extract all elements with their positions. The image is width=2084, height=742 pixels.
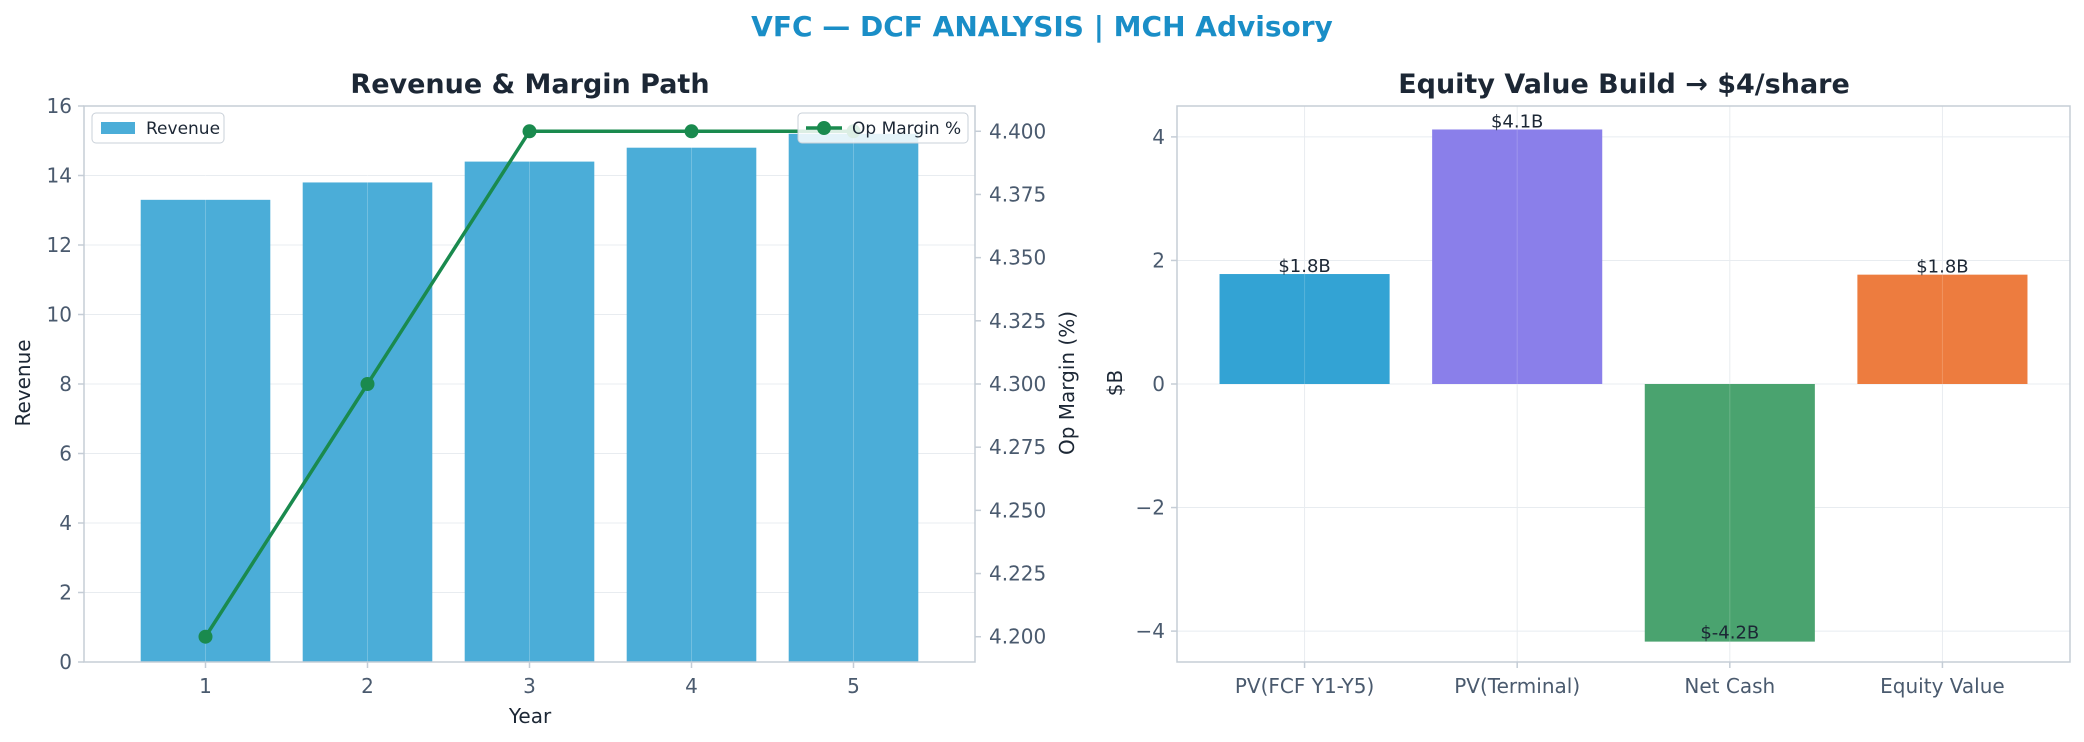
chart1-title: Revenue & Margin Path: [350, 69, 709, 100]
equity-bar: [1219, 274, 1390, 384]
chart1-xtick-label: 1: [199, 674, 212, 698]
chart1-ytick-label: 16: [47, 94, 72, 118]
legend-op-margin-label: Op Margin %: [852, 119, 961, 139]
chart1-ytick-label: 14: [47, 164, 72, 188]
revenue-bar: [626, 147, 757, 662]
chart1-ytick-label: 10: [47, 303, 72, 327]
legend-op-margin: Op Margin %: [797, 112, 969, 144]
equity-bar: [1857, 274, 2028, 384]
chart2-ytick-label: −4: [1136, 619, 1165, 643]
chart1-xtick-label: 3: [523, 674, 536, 698]
chart1-xtick-label: 5: [847, 674, 860, 698]
legend-revenue: Revenue: [91, 112, 225, 144]
op-margin-point: [360, 377, 375, 391]
chart1-ylabel: Revenue: [11, 339, 35, 426]
revenue-bar: [140, 199, 271, 662]
legend-revenue-swatch: [101, 122, 135, 134]
chart1-y2tick-label: 4.275: [989, 435, 1046, 459]
chart1-ytick-label: 4: [59, 511, 72, 535]
chart2-title: Equity Value Build → $4/share: [1398, 69, 1850, 100]
chart1-y2tick-label: 4.250: [989, 498, 1046, 522]
chart1-xlabel: Year: [508, 704, 552, 728]
legend-revenue-label: Revenue: [146, 119, 220, 139]
op-margin-point: [198, 629, 213, 644]
chart1-ytick-label: 8: [59, 372, 72, 396]
equity-bar-label: $4.1B: [1491, 111, 1543, 132]
chart1-y2tick-label: 4.225: [989, 562, 1046, 586]
chart2-ytick-label: 4: [1152, 125, 1165, 149]
equity-bar: [1644, 384, 1815, 642]
figure-title: VFC — DCF ANALYSIS | MCH Advisory: [751, 10, 1333, 43]
chart1-y2tick-label: 4.375: [989, 182, 1046, 206]
equity-bar-label: $1.8B: [1916, 257, 1968, 278]
chart1-ytick-label: 2: [59, 581, 72, 605]
chart2-xtick-label: PV(FCF Y1-Y5): [1235, 674, 1374, 698]
chart2-xtick-label: Net Cash: [1684, 674, 1775, 698]
chart1-ytick-label: 6: [59, 442, 72, 466]
chart1-y2tick-label: 4.325: [989, 309, 1046, 333]
op-margin-point: [522, 124, 537, 139]
chart1-y2tick-label: 4.300: [989, 372, 1046, 396]
chart1-y2label: Op Margin (%): [1055, 311, 1079, 455]
chart2-ytick-label: 0: [1152, 372, 1165, 396]
chart2-ytick-label: 2: [1152, 248, 1165, 272]
revenue-bar: [788, 133, 919, 663]
chart1-xtick-label: 2: [361, 674, 374, 698]
chart1-xtick-label: 4: [685, 674, 698, 698]
chart2-xtick-label: PV(Terminal): [1454, 674, 1580, 698]
revenue-bar: [464, 161, 595, 662]
legend-op-margin-marker: [817, 121, 831, 135]
chart2-ytick-label: −2: [1136, 496, 1165, 520]
chart1-y2tick-label: 4.200: [989, 625, 1046, 649]
chart1-y2tick-label: 4.400: [989, 119, 1046, 143]
equity-bar: [1432, 129, 1603, 384]
equity-bar-label: $1.8B: [1278, 256, 1330, 277]
revenue-margin-chart: Revenue & Margin Path 02468101214164.200…: [11, 69, 1079, 728]
op-margin-point: [684, 124, 699, 139]
equity-bar-label: $-4.2B: [1700, 623, 1759, 644]
chart1-ytick-label: 0: [59, 650, 72, 674]
chart2-ylabel: $B: [1103, 370, 1127, 396]
chart2-xtick-label: Equity Value: [1880, 674, 2005, 698]
chart1-y2tick-label: 4.350: [989, 246, 1046, 270]
equity-value-chart: Equity Value Build → $4/share $1.8B $4.1B…: [1103, 69, 2071, 698]
chart1-ytick-label: 12: [47, 233, 72, 257]
revenue-bar: [302, 182, 433, 662]
